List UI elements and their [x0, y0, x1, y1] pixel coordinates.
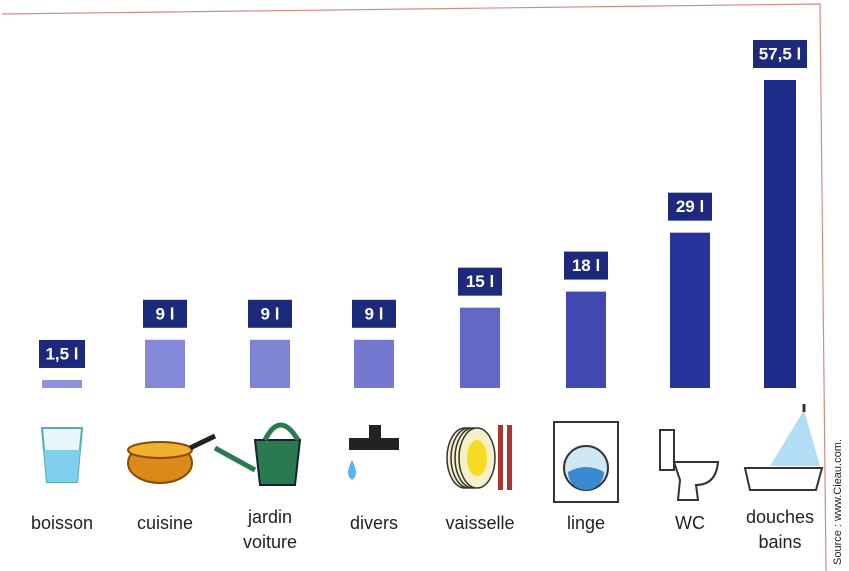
bar: [460, 308, 500, 388]
category-label: cuisine: [137, 513, 193, 533]
category-label: bains: [758, 532, 801, 552]
icon-can: [255, 440, 300, 485]
category-label: vaisselle: [445, 513, 514, 533]
bar: [354, 340, 394, 388]
icon-tap: [349, 438, 399, 450]
value-label: 57,5 l: [759, 44, 802, 63]
category-label: divers: [350, 513, 398, 533]
category-label: WC: [675, 513, 705, 533]
value-label: 29 l: [676, 197, 704, 216]
bar: [145, 340, 185, 388]
bar: [250, 340, 290, 388]
value-label: 9 l: [156, 304, 175, 323]
value-label: 15 l: [466, 272, 494, 291]
icon-cutlery: [498, 425, 503, 490]
value-label: 9 l: [261, 304, 280, 323]
bar: [670, 233, 710, 388]
category-label: boisson: [31, 513, 93, 533]
icon-pot-top: [128, 442, 192, 458]
background: [0, 0, 849, 571]
category-label: voiture: [243, 532, 297, 552]
icon-water: [44, 450, 80, 482]
icon-cutlery: [507, 425, 512, 490]
icon-tank: [660, 430, 674, 470]
page: Source : www.Cieau.com. 1,5 l boisson 9 l c…: [0, 0, 849, 571]
value-label: 9 l: [365, 304, 384, 323]
icon-plate-center: [467, 440, 487, 476]
icon-tub: [745, 468, 822, 490]
bar: [566, 292, 606, 388]
category-label: jardin: [247, 507, 292, 527]
source: Source : www.Cieau.com.: [832, 439, 844, 565]
value-label: 1,5 l: [45, 344, 78, 363]
value-label: 18 l: [572, 256, 600, 275]
bar: [764, 80, 796, 388]
bar: [42, 380, 82, 388]
category-label: douches: [746, 507, 814, 527]
chart: Source : www.Cieau.com. 1,5 l boisson 9 l c…: [0, 0, 849, 571]
icon-tap-top: [369, 425, 381, 439]
category-label: linge: [567, 513, 605, 533]
